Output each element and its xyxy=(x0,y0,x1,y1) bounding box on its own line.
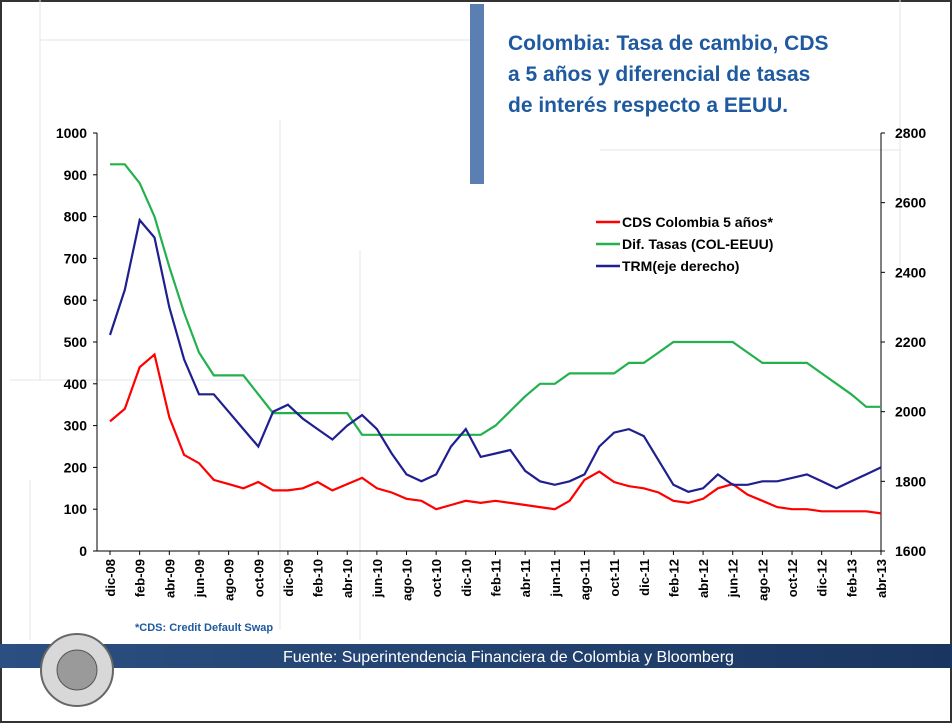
footnote: *CDS: Credit Default Swap xyxy=(135,622,273,634)
x-tick-label: feb-09 xyxy=(133,559,148,597)
y-tick-label: 100 xyxy=(64,501,88,517)
chart-title: a 5 años y diferencial de tasas xyxy=(508,63,810,86)
y-tick-label: 200 xyxy=(64,459,88,475)
x-tick-label: abr-13 xyxy=(874,559,889,598)
x-tick-label: abr-11 xyxy=(518,559,533,597)
y2-tick-label: 2600 xyxy=(895,195,926,211)
x-tick-label: feb-12 xyxy=(666,559,681,597)
x-tick-label: feb-11 xyxy=(489,559,504,597)
x-tick-label: dic-12 xyxy=(815,559,830,597)
y-tick-label: 1000 xyxy=(56,125,87,141)
y2-tick-label: 2800 xyxy=(895,125,926,141)
source-band xyxy=(0,644,952,668)
x-tick-label: ago-10 xyxy=(400,559,415,601)
y-tick-label: 300 xyxy=(64,418,88,434)
chart-title: Colombia: Tasa de cambio, CDS xyxy=(508,32,829,55)
legend-label: TRM(eje derecho) xyxy=(622,258,739,274)
background-decor xyxy=(10,0,901,640)
x-tick-label: oct-12 xyxy=(785,559,800,597)
x-tick-label: dic-11 xyxy=(637,559,652,596)
x-tick-label: ago-12 xyxy=(755,559,770,601)
y2-tick-label: 2400 xyxy=(895,264,926,280)
x-tick-label: oct-11 xyxy=(607,559,622,597)
x-tick-label: jun-11 xyxy=(548,559,563,598)
chart-title: de interés respecto a EEUU. xyxy=(508,94,788,117)
logo-inner xyxy=(56,649,98,691)
x-tick-label: jun-12 xyxy=(726,559,741,598)
x-tick-label: ago-09 xyxy=(222,559,237,601)
y2-tick-label: 1600 xyxy=(895,543,926,559)
y-tick-label: 800 xyxy=(64,209,88,225)
x-tick-label: feb-13 xyxy=(844,559,859,597)
y2-tick-label: 2200 xyxy=(895,334,926,350)
x-tick-label: ago-11 xyxy=(577,559,592,600)
x-tick-label: dic-08 xyxy=(103,559,118,597)
source: Fuente: Superintendencia Financiera de C… xyxy=(283,649,734,666)
series-line xyxy=(108,217,882,493)
y-tick-label: 500 xyxy=(64,334,88,350)
x-tick-label: abr-12 xyxy=(696,559,711,598)
y-tick-label: 0 xyxy=(79,543,87,559)
y-tick-label: 700 xyxy=(64,250,88,266)
x-tick-label: oct-09 xyxy=(251,559,266,597)
series-line xyxy=(109,352,882,515)
x-tick-label: jun-10 xyxy=(370,559,385,598)
y-tick-label: 600 xyxy=(64,292,88,308)
series-line xyxy=(110,163,881,436)
y2-tick-label: 1800 xyxy=(895,473,926,489)
x-tick-label: abr-10 xyxy=(340,559,355,598)
y2-tick-label: 2000 xyxy=(895,404,926,420)
x-tick-label: dic-09 xyxy=(281,559,296,597)
y-tick-label: 900 xyxy=(64,167,88,183)
legend-label: Dif. Tasas (COL-EEUU) xyxy=(622,236,773,252)
x-tick-label: jun-09 xyxy=(192,559,207,598)
x-tick-label: dic-10 xyxy=(459,559,474,597)
title-bar xyxy=(470,4,484,184)
y-tick-label: 400 xyxy=(64,376,88,392)
x-tick-label: abr-09 xyxy=(162,559,177,598)
x-tick-label: oct-10 xyxy=(429,559,444,597)
legend-label: CDS Colombia 5 años* xyxy=(622,214,773,230)
x-tick-label: feb-10 xyxy=(311,559,326,597)
